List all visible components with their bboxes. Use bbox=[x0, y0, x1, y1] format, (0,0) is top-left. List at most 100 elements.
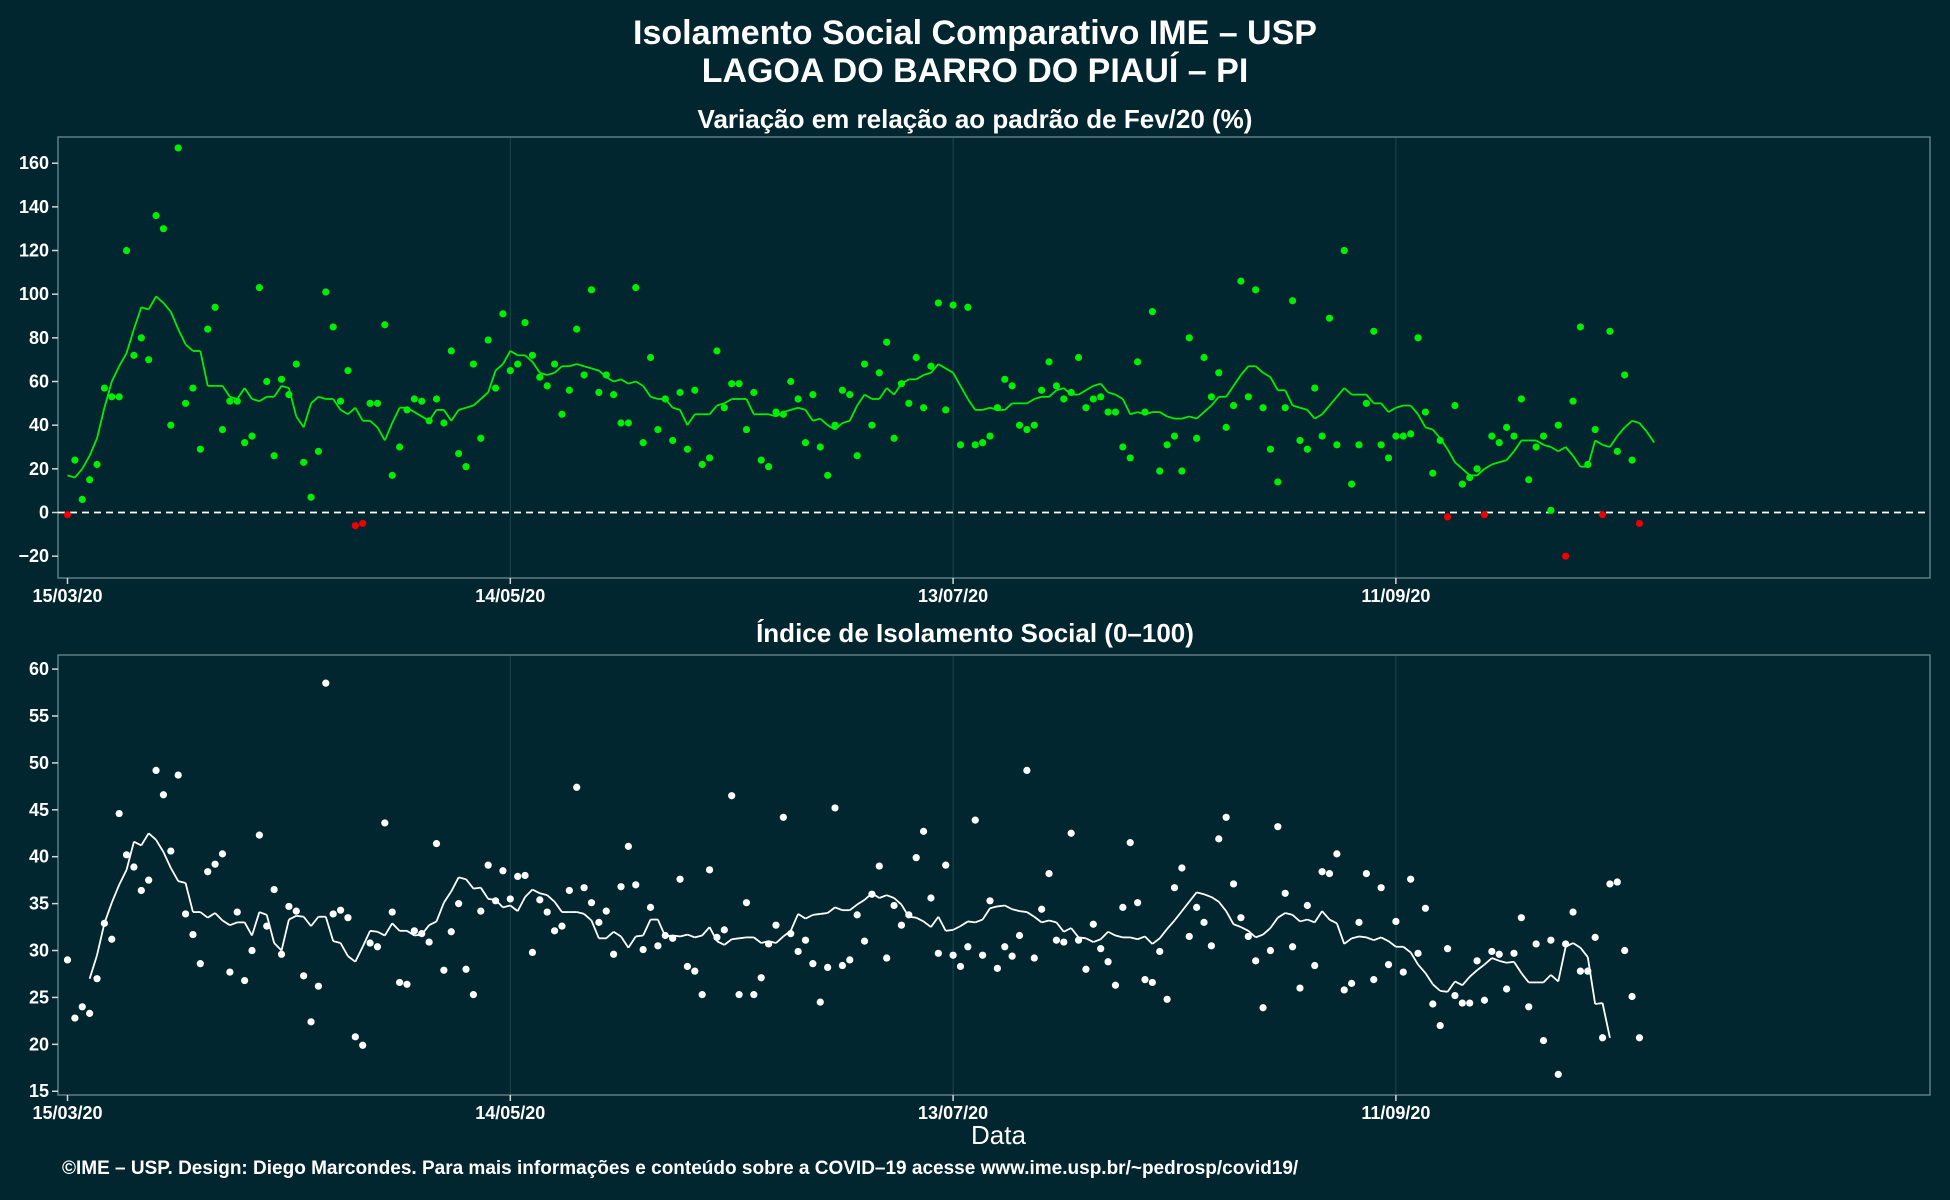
moving-average-segment bbox=[620, 935, 630, 949]
data-point bbox=[359, 1041, 367, 1049]
data-point bbox=[233, 397, 241, 405]
data-point bbox=[1001, 375, 1009, 383]
moving-average-segment bbox=[546, 894, 556, 903]
moving-average-segment bbox=[354, 407, 364, 422]
moving-average-segment bbox=[258, 396, 268, 402]
data-point bbox=[956, 962, 965, 971]
data-point bbox=[1458, 999, 1466, 1007]
moving-average-segment bbox=[155, 295, 165, 304]
data-point bbox=[1480, 996, 1489, 1004]
data-point bbox=[816, 998, 824, 1006]
moving-average-segment bbox=[569, 363, 577, 368]
data-point bbox=[1606, 880, 1614, 888]
moving-average-segment bbox=[1631, 419, 1640, 424]
data-point bbox=[964, 943, 972, 951]
moving-average-segment bbox=[856, 899, 866, 906]
moving-average-segment bbox=[1203, 404, 1212, 413]
y-tick-label: 50 bbox=[29, 753, 49, 773]
data-point bbox=[277, 375, 286, 383]
data-point bbox=[897, 380, 906, 388]
moving-average-segment bbox=[347, 955, 356, 963]
data-point bbox=[787, 377, 795, 386]
data-point bbox=[1547, 936, 1555, 944]
data-point bbox=[137, 334, 145, 342]
data-point bbox=[831, 421, 839, 429]
moving-average-segment bbox=[723, 938, 733, 946]
data-point bbox=[263, 377, 271, 386]
moving-average-segment bbox=[635, 380, 644, 387]
data-point bbox=[558, 410, 566, 418]
moving-average-segment bbox=[1417, 413, 1427, 428]
data-point bbox=[543, 908, 551, 916]
data-point bbox=[1148, 978, 1156, 987]
data-point bbox=[1082, 965, 1090, 973]
data-point bbox=[329, 910, 337, 918]
data-point bbox=[646, 353, 655, 362]
data-point bbox=[1591, 425, 1599, 434]
data-point bbox=[757, 456, 765, 464]
data-point bbox=[211, 860, 219, 868]
data-point bbox=[765, 463, 773, 471]
moving-average-segment bbox=[893, 897, 903, 906]
data-point bbox=[1296, 984, 1304, 992]
data-point bbox=[1421, 408, 1430, 416]
data-point bbox=[1443, 513, 1452, 521]
data-point bbox=[1466, 473, 1474, 482]
moving-average-segment bbox=[148, 832, 157, 841]
moving-average-segment bbox=[842, 419, 851, 424]
y-tick-label: 55 bbox=[29, 706, 49, 726]
data-point bbox=[1480, 511, 1489, 519]
data-point bbox=[1569, 397, 1577, 405]
data-point bbox=[440, 419, 448, 427]
moving-average-segment bbox=[296, 914, 304, 918]
moving-average-segment bbox=[753, 936, 762, 944]
data-point bbox=[1207, 942, 1215, 950]
data-point bbox=[1311, 384, 1319, 392]
data-point bbox=[1001, 943, 1009, 951]
moving-average-segment bbox=[1506, 960, 1515, 964]
data-point bbox=[477, 434, 485, 442]
moving-average-segment bbox=[1491, 461, 1500, 466]
moving-average-segment bbox=[458, 876, 467, 881]
data-point bbox=[942, 406, 950, 414]
moving-average-segment bbox=[605, 931, 615, 939]
moving-average-segment bbox=[790, 406, 799, 411]
y-tick-label: 140 bbox=[19, 197, 49, 217]
moving-average-segment bbox=[1129, 411, 1138, 416]
data-point bbox=[181, 399, 190, 407]
data-point bbox=[432, 839, 441, 848]
moving-average-segment bbox=[214, 912, 224, 922]
data-point bbox=[1023, 766, 1031, 774]
moving-average-segment bbox=[1262, 927, 1272, 936]
data-point bbox=[1222, 423, 1230, 431]
data-point bbox=[1576, 323, 1584, 331]
moving-average-segment bbox=[1210, 896, 1220, 903]
data-point bbox=[410, 395, 418, 403]
data-point bbox=[1436, 1021, 1444, 1030]
moving-average-segment bbox=[804, 409, 814, 422]
data-point bbox=[971, 816, 979, 824]
moving-average-segment bbox=[1100, 383, 1109, 394]
data-point bbox=[181, 910, 190, 918]
moving-average-segment bbox=[642, 919, 652, 936]
data-point bbox=[1237, 277, 1245, 285]
data-point bbox=[860, 360, 869, 368]
data-point bbox=[580, 884, 588, 892]
moving-average-segment bbox=[797, 913, 806, 920]
moving-average-segment bbox=[827, 906, 836, 914]
data-point bbox=[1244, 393, 1252, 401]
moving-average-segment bbox=[539, 371, 548, 376]
moving-average-segment bbox=[1358, 935, 1367, 939]
data-point bbox=[1576, 967, 1584, 975]
data-point bbox=[728, 380, 736, 388]
data-point bbox=[890, 434, 898, 442]
moving-average-segment bbox=[1417, 964, 1427, 974]
data-point bbox=[720, 404, 728, 412]
moving-average-segment bbox=[1225, 910, 1235, 925]
chart-title: Isolamento Social Comparativo IME – USP bbox=[633, 14, 1317, 52]
moving-average-segment bbox=[1255, 933, 1264, 939]
data-point bbox=[1281, 404, 1289, 412]
moving-average-segment bbox=[1564, 446, 1574, 457]
data-point bbox=[1451, 401, 1459, 410]
moving-average-segment bbox=[1041, 919, 1050, 924]
